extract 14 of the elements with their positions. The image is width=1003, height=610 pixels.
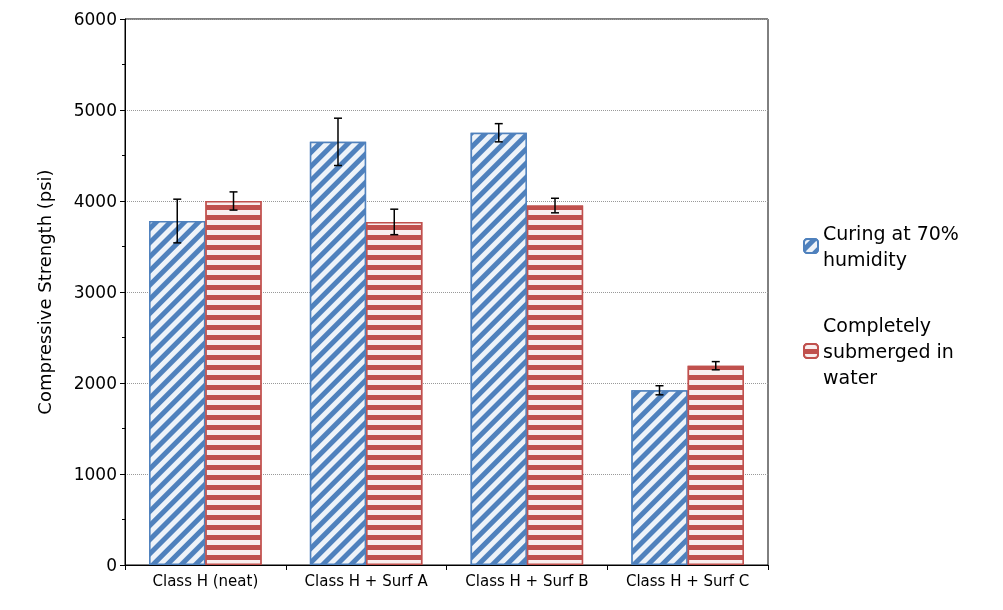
y-tick-label: 1000 (73, 464, 117, 484)
y-tick-label: 0 (106, 555, 117, 575)
x-tick-label: Class H + Surf C (625, 571, 750, 590)
y-axis-title: Compressive Strength (psi) (33, 169, 55, 415)
x-tick-label: Class H + Surf B (465, 571, 589, 590)
x-tick-label: Class H + Surf A (304, 571, 429, 590)
x-tick-label: Class H (neat) (152, 571, 259, 590)
legend-label: Completely submerged in water (823, 314, 960, 388)
legend-label: Curing at 70% humidity (823, 222, 965, 270)
y-tick-label: 2000 (73, 373, 117, 393)
y-tick-label: 6000 (73, 9, 117, 29)
y-tick-label: 3000 (73, 282, 117, 302)
y-tick-label: 4000 (73, 191, 117, 211)
y-tick-label: 5000 (73, 100, 117, 120)
